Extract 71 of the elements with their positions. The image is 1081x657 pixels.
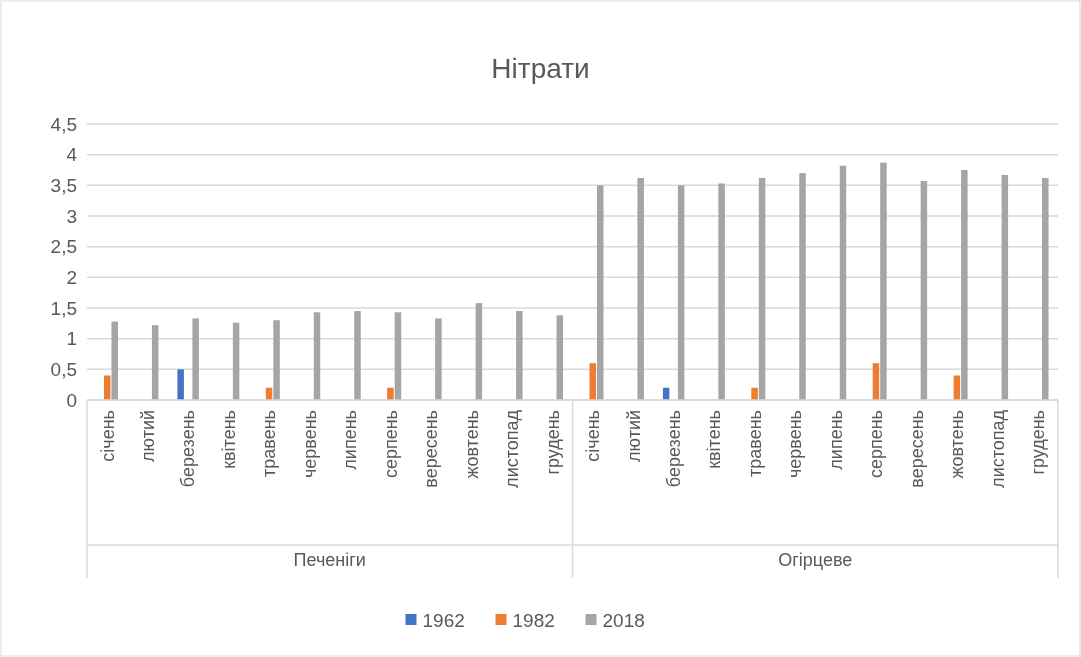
x-tick-label: травень [259, 410, 280, 477]
bar [354, 311, 361, 400]
bar [677, 185, 685, 400]
bar [475, 303, 483, 400]
bar [556, 315, 564, 400]
x-tick-label: лютий [137, 410, 158, 462]
x-tick-label: жовтень [947, 410, 968, 479]
bar [387, 387, 394, 400]
x-tick-label: квітень [218, 410, 239, 469]
y-tick-label: 0 [66, 389, 77, 411]
y-tick-label: 0,5 [50, 358, 77, 380]
legend-label: 1982 [512, 609, 555, 631]
bar [313, 312, 321, 400]
bar [394, 312, 402, 400]
bar [872, 363, 880, 400]
y-tick-label: 4,5 [50, 113, 77, 135]
bar [103, 375, 111, 400]
chart-title: Нітрати [491, 53, 590, 84]
bar [111, 321, 118, 400]
bar [192, 318, 199, 400]
y-tick-label: 2 [66, 266, 77, 288]
x-tick-label: липень [340, 410, 361, 470]
x-tick-label: листопад [502, 409, 523, 488]
x-tick-label: липень [825, 410, 846, 470]
y-tick-label: 3 [66, 205, 77, 227]
bar [799, 173, 806, 400]
y-tick-label: 3,5 [50, 174, 77, 196]
x-tick-label: лютий [623, 410, 644, 462]
bar [920, 181, 928, 400]
x-tick-label: червень [785, 410, 806, 479]
x-tick-label: грудень [542, 410, 563, 475]
x-tick-label: квітень [704, 410, 725, 469]
x-tick-label: серпень [380, 410, 401, 479]
bar [596, 185, 604, 400]
bar [177, 369, 184, 400]
x-tick-label: серпень [866, 410, 887, 479]
x-tick-label: березень [178, 410, 199, 488]
y-tick-label: 1 [66, 328, 77, 350]
bar [435, 318, 442, 400]
y-tick-label: 4 [66, 144, 78, 166]
text: Печеніги [293, 550, 366, 570]
bar [516, 311, 523, 400]
x-tick-label: травень [744, 410, 765, 477]
y-tick-label: 2,5 [50, 236, 77, 258]
bar [151, 325, 159, 400]
x-tick-label: грудень [1028, 410, 1049, 475]
x-tick-label: вересень [906, 410, 927, 488]
bar [637, 177, 644, 400]
y-tick-label: 1,5 [50, 297, 77, 319]
x-tick-label: березень [663, 410, 684, 488]
bar [758, 177, 766, 400]
x-tick-label: червень [299, 410, 320, 479]
x-tick-label: вересень [421, 410, 442, 488]
bar [273, 320, 280, 400]
bar [718, 183, 725, 400]
bar [751, 387, 758, 400]
bar [953, 375, 961, 400]
bar [839, 165, 847, 400]
text: Огірцеве [778, 550, 853, 570]
x-tick-label: листопад [987, 409, 1008, 488]
bar [961, 170, 968, 400]
bar [589, 363, 596, 400]
bar [1042, 177, 1049, 400]
bar [232, 322, 240, 400]
x-tick-label: січень [583, 410, 604, 462]
bar [880, 162, 887, 400]
x-tick-label: січень [97, 410, 118, 462]
x-tick-label: жовтень [461, 410, 482, 479]
legend-label: 1962 [422, 609, 465, 631]
legend-label: 2018 [602, 609, 645, 631]
bar [1001, 174, 1009, 400]
